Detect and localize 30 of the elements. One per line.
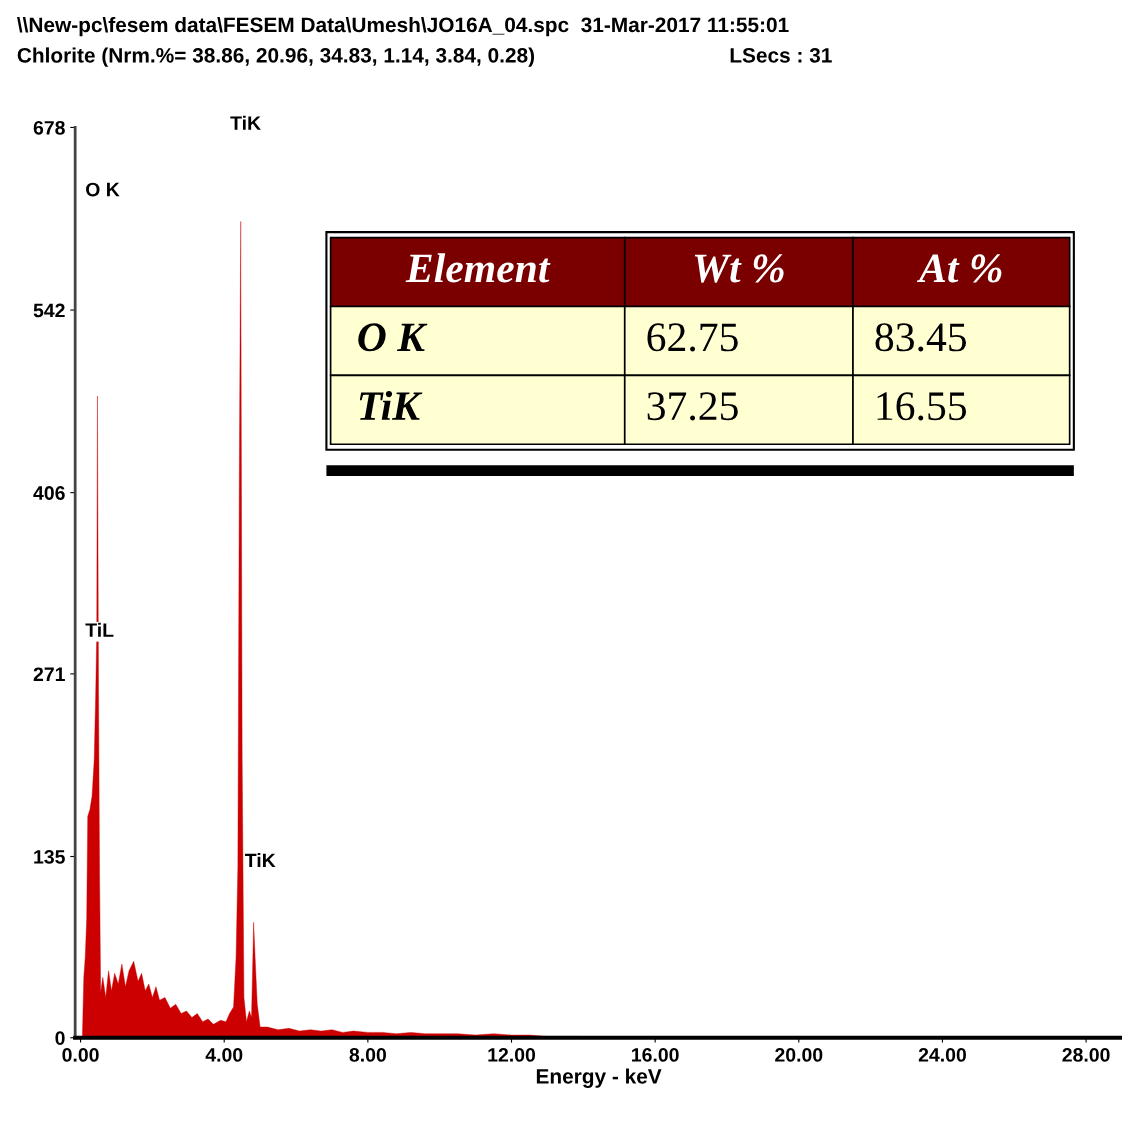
x-tick-label: 16.00: [632, 1048, 679, 1062]
x-tick-label: 12.00: [488, 1048, 536, 1062]
annotation: TiK: [230, 115, 261, 130]
y-tick-label: 678: [33, 120, 65, 135]
annotation: TiK: [244, 853, 276, 868]
annotation: 16.55: [877, 392, 967, 421]
x-tick-label: 0.00: [62, 1048, 99, 1062]
x-axis-title: Energy - keV: [536, 1068, 662, 1088]
text: LSecs : 31: [730, 47, 832, 63]
annotation: At %: [916, 254, 1002, 283]
y-tick-label: 542: [33, 303, 65, 318]
annotation: Element: [405, 253, 551, 283]
y-tick-label: 406: [33, 486, 65, 500]
annotation: Wt %: [694, 254, 784, 283]
y-tick-label: 135: [34, 849, 65, 864]
x-tick-label: 20.00: [775, 1048, 823, 1062]
annotation: 83.45: [875, 323, 967, 352]
x-tick-label: 28.00: [1062, 1048, 1110, 1062]
annotation: O K: [86, 182, 120, 197]
y-tick-label: 271: [33, 667, 65, 681]
annotation: TiK: [359, 390, 423, 420]
chart-subtitle: Chlorite (Nrm.%= 38.86, 20.96, 34.83, 1.14, 3.84, 0.28): [17, 47, 535, 67]
annotation: 37.25: [647, 392, 738, 421]
annotation: 62.75: [647, 323, 738, 352]
chart-title: \\New-pc\fesem data\FESEM Data\Umesh\JO16A_04.spc 31-Mar-2017 11:55:01: [17, 16, 789, 37]
x-tick-label: 8.00: [349, 1048, 386, 1062]
x-tick-label: 4.00: [205, 1048, 243, 1062]
x-tick-label: 24.00: [918, 1048, 966, 1062]
y-tick-label: 0: [55, 1031, 65, 1045]
annotation: O K: [358, 323, 428, 352]
